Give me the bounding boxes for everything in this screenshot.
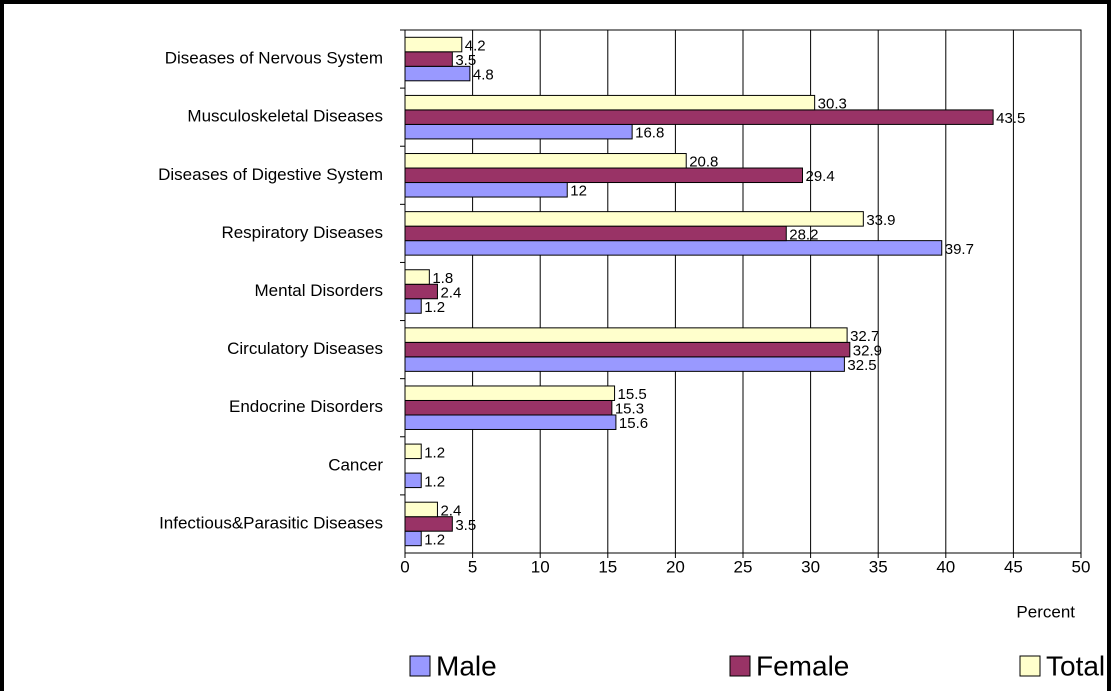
bar	[404, 225, 787, 242]
value-label: 4.8	[473, 67, 494, 84]
y-tick-label: Infectious&Parasitic Diseases	[159, 513, 383, 532]
value-label: 39.7	[945, 241, 974, 258]
value-label: 3.5	[455, 52, 476, 69]
value-label: 2.4	[440, 502, 461, 519]
legend-swatch	[409, 655, 431, 677]
bar	[404, 182, 568, 198]
x-tick-label: 30	[801, 557, 820, 576]
value-label: 28.2	[789, 226, 818, 243]
bar	[404, 327, 848, 343]
value-label: 4.2	[465, 38, 486, 55]
value-label: 32.7	[850, 328, 879, 345]
x-tick-label: 20	[666, 557, 685, 576]
bar	[404, 51, 453, 67]
legend-label: Female	[756, 650, 849, 681]
y-tick-label: Circulatory Diseases	[227, 339, 383, 358]
bar	[404, 167, 803, 184]
bar	[404, 269, 430, 285]
legend-swatch	[1019, 655, 1041, 677]
bar	[404, 530, 422, 547]
value-label: 15.3	[615, 401, 644, 418]
x-tick-label: 10	[531, 557, 550, 576]
bar	[404, 94, 816, 111]
bar	[404, 240, 943, 256]
x-tick-label: 40	[936, 557, 955, 576]
legend-label: Total	[1046, 650, 1105, 681]
value-label: 2.4	[440, 284, 461, 301]
value-label: 1.2	[424, 531, 445, 548]
x-tick-label: 0	[400, 557, 409, 576]
value-label: 16.8	[635, 125, 664, 142]
bar	[404, 341, 851, 358]
y-tick-label: Mental Disorders	[255, 281, 384, 300]
bar	[404, 109, 994, 125]
x-tick-label: 25	[734, 557, 753, 576]
x-tick-label: 45	[1004, 557, 1023, 576]
value-label: 1.2	[424, 299, 445, 316]
value-label: 29.4	[805, 168, 834, 185]
y-tick-label: Cancer	[328, 455, 383, 474]
bar	[404, 501, 438, 518]
value-label: 15.6	[619, 415, 648, 432]
x-tick-label: 5	[468, 557, 477, 576]
bar	[404, 385, 616, 401]
value-label: 32.9	[853, 343, 882, 360]
legend-label: Male	[436, 650, 497, 681]
value-label: 1.2	[424, 473, 445, 490]
bar	[404, 153, 687, 169]
value-label: 1.8	[432, 270, 453, 287]
y-tick-label: Respiratory Diseases	[221, 223, 383, 242]
value-label: 1.2	[424, 444, 445, 461]
bar	[404, 356, 845, 372]
y-tick-label: Endocrine Disorders	[229, 397, 383, 416]
bar	[404, 399, 613, 416]
value-label: 30.3	[818, 96, 847, 113]
x-tick-label: 50	[1072, 557, 1091, 576]
value-label: 33.9	[866, 212, 895, 229]
bar	[404, 211, 864, 227]
y-tick-label: Musculoskeletal Diseases	[187, 107, 383, 126]
y-tick-label: Diseases of Digestive System	[158, 165, 383, 184]
value-label: 20.8	[689, 154, 718, 171]
value-label: 3.5	[455, 517, 476, 534]
value-label: 43.5	[996, 110, 1025, 127]
x-tick-label: 15	[598, 557, 617, 576]
bar	[404, 36, 463, 53]
value-label: 32.5	[847, 357, 876, 374]
value-label: 15.5	[618, 386, 647, 403]
x-tick-label: 35	[869, 557, 888, 576]
bar	[404, 443, 422, 460]
bar	[404, 123, 633, 140]
legend-swatch	[729, 655, 751, 677]
bar	[404, 472, 422, 489]
value-label: 12	[570, 183, 587, 200]
x-axis-label: Percent	[1016, 602, 1075, 621]
bar	[404, 414, 617, 430]
bar	[404, 298, 422, 314]
y-tick-label: Diseases of Nervous System	[165, 49, 383, 68]
